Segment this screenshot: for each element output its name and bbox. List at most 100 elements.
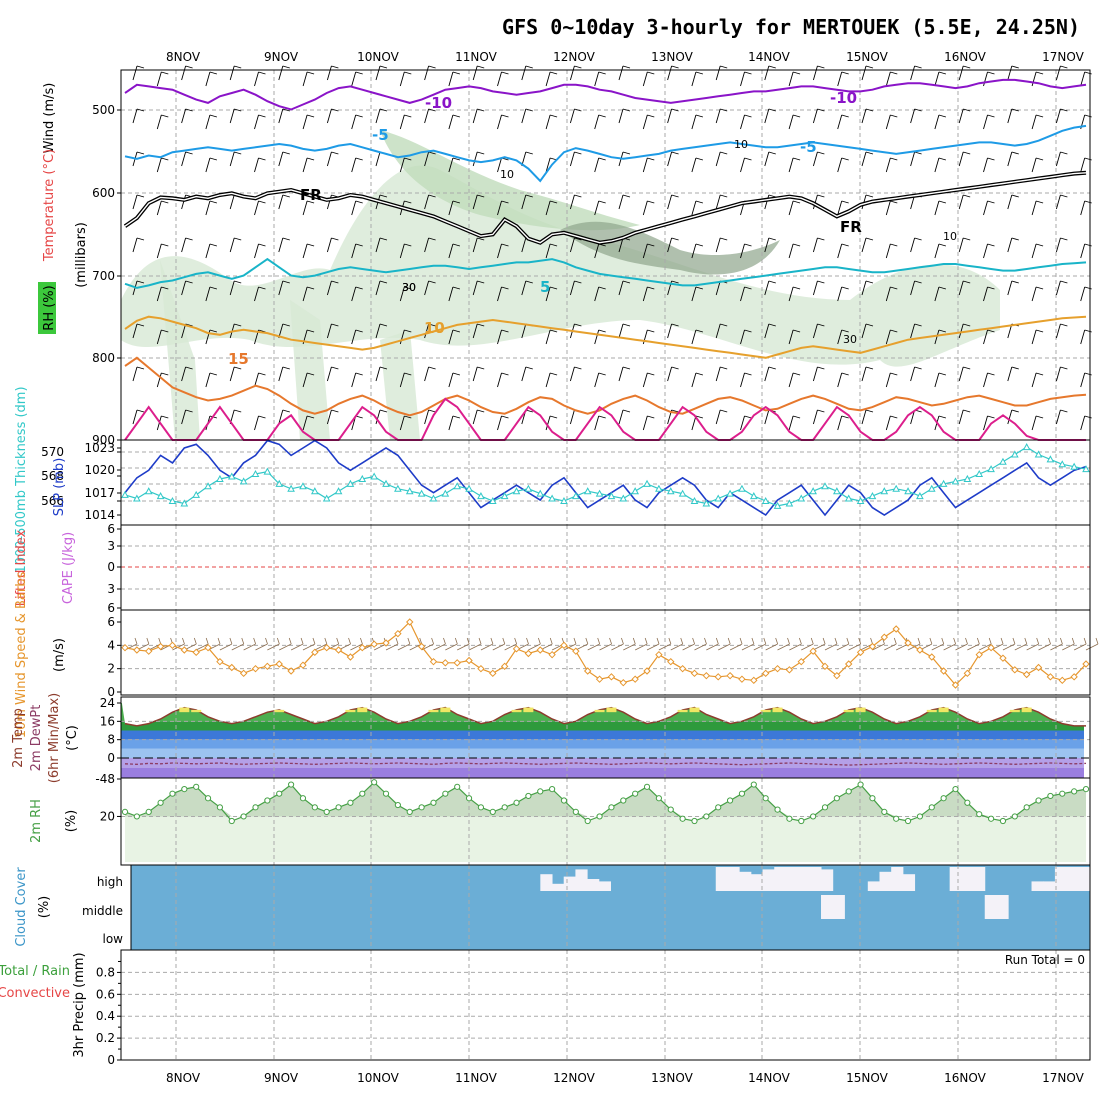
wind-barb <box>788 200 801 216</box>
wind-speed-marker <box>750 676 758 685</box>
rh-marker <box>1023 804 1030 811</box>
wind-barb <box>1031 243 1044 259</box>
wind-barb <box>156 372 169 388</box>
rh-marker <box>299 795 307 802</box>
wind-barb <box>399 71 412 87</box>
temp-peak-fill <box>357 707 368 713</box>
rh-marker <box>869 795 876 802</box>
wind-barb-10m <box>1073 637 1087 651</box>
temp-peak-fill <box>428 709 439 713</box>
wind-barb <box>1080 286 1092 302</box>
slp-thickness-panel: 1023 1020 1017 1014 570 568 566 <box>41 439 1090 525</box>
cloud-high-bar <box>809 867 822 891</box>
contour-label: FR <box>840 218 862 236</box>
wind-speed-marker <box>192 648 200 657</box>
wind-barb <box>788 286 801 302</box>
wind-speed-marker <box>987 643 995 652</box>
isotherm-line <box>124 397 1086 441</box>
thickness-marker <box>477 492 485 500</box>
wind-barb <box>618 366 631 382</box>
rh-marker <box>572 808 579 815</box>
thickness-marker <box>607 492 616 500</box>
wind-barb <box>569 194 582 210</box>
wind-barb <box>910 108 922 124</box>
wind-barb <box>715 65 728 81</box>
wind-barb <box>424 151 436 167</box>
wind-barb <box>254 243 266 259</box>
wind-barb <box>521 280 533 296</box>
wind-barb-10m <box>350 637 363 651</box>
wind-barb <box>861 409 874 425</box>
wind-barb <box>764 194 776 210</box>
wind-speed-marker <box>785 666 794 674</box>
wind-barb <box>764 108 776 124</box>
temp-peak-fill <box>511 709 522 713</box>
thickness-marker <box>560 496 568 504</box>
wind-barb <box>618 194 631 210</box>
y-tick-label: 6 <box>107 615 115 629</box>
cloud-mid-bar <box>821 895 834 919</box>
day-label-top: 17NOV <box>1042 50 1084 64</box>
wind-barb <box>302 157 315 173</box>
wind-barb <box>302 114 315 130</box>
wind-speed-marker <box>1034 663 1043 672</box>
contour-label: -5 <box>800 138 817 156</box>
temp-peak-fill <box>689 707 700 713</box>
rh-marker <box>287 781 295 788</box>
wind-speed-marker <box>512 645 521 653</box>
contour-label: 10 <box>734 138 748 151</box>
wind-speed-marker <box>287 667 295 675</box>
wind-barb <box>642 157 655 173</box>
wind-speed-marker <box>489 669 497 678</box>
wind-barb-10m <box>611 637 624 651</box>
millibars-axis-label: (millibars) <box>74 222 89 288</box>
wind-speed-marker <box>536 646 544 654</box>
wind-barb <box>472 237 485 253</box>
rh-axis-label: RH (%) <box>42 285 57 330</box>
temp-peak-fill <box>191 709 202 713</box>
wind-barb <box>181 323 193 339</box>
wind-barb <box>181 108 193 124</box>
rh-marker <box>679 815 686 822</box>
wind-barb <box>740 415 752 431</box>
rh-marker <box>952 786 959 793</box>
chart-title: GFS 0~10day 3-hourly for MERTOUEK (5.5E,… <box>502 15 1080 39</box>
temp-peak-fill <box>843 709 854 713</box>
wind-barb <box>205 157 218 173</box>
rh-fill <box>125 782 1086 862</box>
wind-barb-10m <box>1062 637 1075 651</box>
wind-barb <box>156 329 169 345</box>
wind-barb <box>594 157 606 173</box>
thickness-marker <box>429 494 438 502</box>
wind-speed-marker <box>702 671 711 680</box>
day-label-top: 12NOV <box>553 50 595 64</box>
wind-barb <box>521 409 533 425</box>
cloud-background <box>131 865 1090 950</box>
thickness-marker <box>358 474 367 482</box>
wind-barb <box>399 114 412 130</box>
cloud-high-bar <box>1031 881 1044 891</box>
thickness-marker <box>880 487 889 495</box>
wind-barb-10m <box>741 637 755 651</box>
rh-marker <box>1035 797 1042 804</box>
temp-2m-panel: 24 16 8 0 -48 <box>95 696 1090 786</box>
rh-marker <box>204 795 212 802</box>
wind-speed-marker <box>999 654 1007 662</box>
wind-speed-marker <box>121 643 129 652</box>
wind-speed-marker <box>690 669 699 678</box>
thickness-marker <box>1058 460 1067 468</box>
rh-shade-band <box>121 165 1000 367</box>
wind-barb <box>1007 194 1019 210</box>
y-tick-label: 900 <box>92 433 115 447</box>
isotherm-line <box>124 315 1087 359</box>
wind-barb <box>983 157 995 173</box>
wind-speed-marker <box>868 642 877 651</box>
temp-peak-fill <box>760 709 771 713</box>
wind-barb <box>399 329 412 345</box>
thickness-marker <box>500 492 509 500</box>
wind-barb <box>278 237 290 253</box>
day-label-top: 15NOV <box>846 50 888 64</box>
wind-barb-10m <box>255 637 268 651</box>
thickness-marker <box>287 484 295 492</box>
thickness-marker <box>583 487 592 495</box>
